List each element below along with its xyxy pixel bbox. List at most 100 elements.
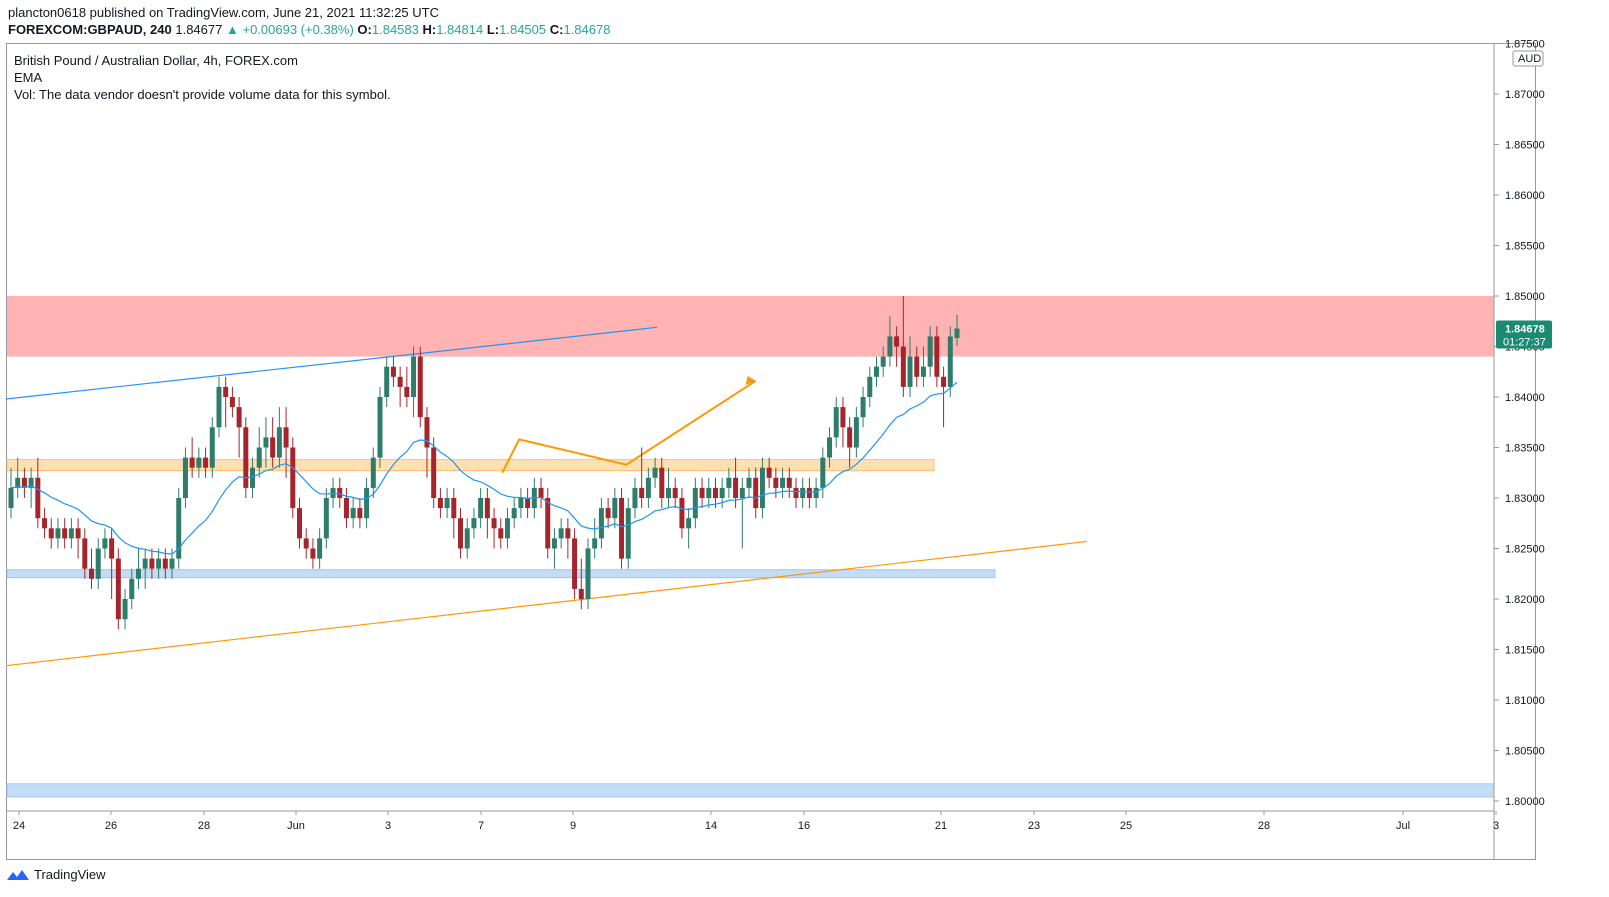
candle-body bbox=[464, 528, 470, 549]
candle-body bbox=[806, 487, 812, 498]
candle-body bbox=[102, 538, 108, 549]
candle-body bbox=[800, 487, 806, 498]
candle-body bbox=[598, 508, 604, 539]
x-tick-label: 21 bbox=[935, 820, 947, 832]
candle-body bbox=[699, 487, 705, 498]
footer-brand[interactable]: TradingView bbox=[6, 867, 106, 882]
x-tick-label: Jul bbox=[1396, 820, 1410, 832]
candle-body bbox=[887, 336, 893, 357]
x-tick-label: 28 bbox=[198, 820, 210, 832]
candle-body bbox=[203, 457, 209, 468]
candle-body bbox=[129, 578, 135, 599]
candle-body bbox=[679, 498, 685, 529]
candle-body bbox=[296, 508, 302, 539]
candle-body bbox=[894, 336, 900, 347]
candle-body bbox=[68, 528, 74, 539]
candle-body bbox=[62, 528, 68, 539]
candle-body bbox=[8, 487, 14, 509]
candle-body bbox=[89, 568, 95, 579]
candle-body bbox=[209, 427, 215, 468]
candle-body bbox=[343, 498, 349, 519]
candle-body bbox=[55, 528, 61, 539]
candle-body bbox=[35, 477, 41, 519]
close-value: 1.84678 bbox=[563, 22, 611, 37]
candle-body bbox=[250, 467, 256, 488]
legend-volume[interactable]: Vol: The data vendor doesn't provide vol… bbox=[14, 87, 391, 102]
symbol-name[interactable]: FOREXCOM:GBPAUD, 240 bbox=[8, 22, 172, 37]
candle-body bbox=[223, 386, 229, 397]
legend-title[interactable]: British Pound / Australian Dollar, 4h, F… bbox=[14, 53, 298, 68]
candle-body bbox=[867, 376, 873, 397]
candle-body bbox=[478, 498, 484, 519]
candle-body bbox=[484, 498, 490, 519]
candle-body bbox=[176, 498, 182, 559]
y-tick-label: 1.81000 bbox=[1505, 695, 1545, 707]
pattern-arrow-icon bbox=[745, 375, 756, 385]
x-tick-label: 9 bbox=[570, 820, 576, 832]
x-tick-label: 14 bbox=[705, 820, 717, 832]
candle-body bbox=[672, 487, 678, 498]
candle-body bbox=[666, 487, 672, 498]
change-arrow-icon: ▲ bbox=[225, 22, 239, 37]
candle-body bbox=[753, 477, 759, 509]
candle-body bbox=[270, 437, 276, 458]
high-label: H: bbox=[422, 22, 437, 37]
legend-ema[interactable]: EMA bbox=[14, 70, 43, 85]
candle-body bbox=[115, 558, 121, 620]
candle-body bbox=[813, 487, 819, 498]
candle-body bbox=[712, 487, 718, 498]
candle-body bbox=[437, 498, 443, 509]
candle-body bbox=[149, 558, 155, 569]
candle-body bbox=[216, 386, 222, 428]
candle-body bbox=[236, 407, 242, 428]
candle-body bbox=[518, 498, 524, 509]
candle-body bbox=[578, 588, 584, 599]
candle-body bbox=[558, 528, 564, 539]
symbol-ohlc-line: FOREXCOM:GBPAUD, 240 1.84677 ▲ +0.00693 … bbox=[8, 22, 610, 37]
candle-body bbox=[659, 467, 665, 498]
candle-body bbox=[290, 447, 296, 509]
candle-body bbox=[840, 407, 846, 428]
price-change: +0.00693 (+0.38%) bbox=[242, 22, 354, 37]
candle-body bbox=[820, 457, 826, 488]
candle-body bbox=[632, 487, 638, 509]
candle-body bbox=[337, 487, 343, 498]
candle-body bbox=[384, 366, 390, 397]
candle-body bbox=[545, 498, 551, 549]
zone-mid-support bbox=[6, 459, 935, 472]
candle-body bbox=[122, 599, 128, 620]
candle-body bbox=[766, 467, 772, 478]
candle-body bbox=[350, 508, 356, 519]
publisher-line: plancton0618 published on TradingView.co… bbox=[8, 5, 439, 20]
high-value: 1.84814 bbox=[436, 22, 484, 37]
y-tick-label: 1.86500 bbox=[1505, 140, 1545, 152]
candle-body bbox=[229, 397, 235, 408]
low-label: L: bbox=[486, 22, 500, 37]
candle-body bbox=[639, 487, 645, 498]
chart-frame[interactable] bbox=[6, 43, 1536, 860]
candle-body bbox=[196, 457, 202, 468]
open-label: O: bbox=[357, 22, 372, 37]
candle-body bbox=[411, 356, 417, 397]
tradingview-logo-icon bbox=[7, 869, 29, 880]
candle-body bbox=[48, 528, 54, 539]
candle-body bbox=[880, 356, 886, 367]
y-tick-label: 1.84000 bbox=[1505, 392, 1545, 404]
x-tick-label: 7 bbox=[478, 820, 484, 832]
candle-body bbox=[585, 548, 591, 599]
x-tick-label: 24 bbox=[13, 820, 25, 832]
candle-body bbox=[605, 508, 611, 519]
candle-body bbox=[793, 487, 799, 498]
candle-body bbox=[786, 477, 792, 488]
y-tick-label: 1.80000 bbox=[1505, 796, 1545, 808]
candle-body bbox=[498, 528, 504, 539]
candle-body bbox=[424, 417, 430, 448]
candle-body bbox=[920, 366, 926, 377]
ema-line bbox=[10, 381, 958, 555]
candle-body bbox=[759, 467, 765, 509]
candle-body bbox=[592, 538, 598, 549]
candle-body bbox=[444, 498, 450, 509]
candle-body bbox=[719, 487, 725, 498]
candle-body bbox=[941, 376, 947, 387]
